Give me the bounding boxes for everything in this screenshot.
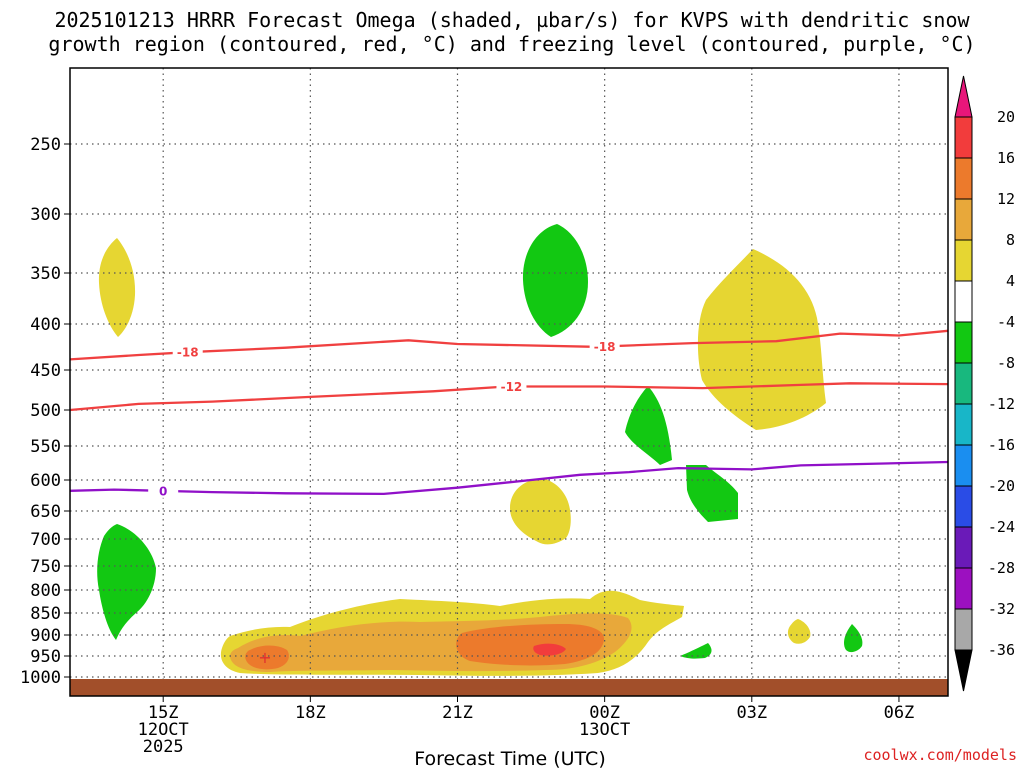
- colorbar-label: -8: [997, 354, 1015, 372]
- x-tick-label: 15Z: [148, 703, 179, 723]
- credit-text: coolwx.com/models: [863, 746, 1017, 764]
- colorbar-segment: [954, 362, 973, 405]
- contour-label: 0: [159, 484, 167, 498]
- colorbar-label: -32: [988, 600, 1015, 618]
- omega-max-marker: +: [258, 648, 271, 667]
- omega-area-12-to-16-lower-left: [245, 645, 289, 670]
- colorbar-label: 20: [997, 108, 1015, 126]
- colorbar-segment: [954, 444, 973, 487]
- omega-area-negative-small-far-right: [844, 624, 863, 653]
- x-tick-label: 18Z: [295, 703, 326, 723]
- colorbar-segment: [954, 567, 973, 610]
- chart-title-line-1: 2025101213 HRRR Forecast Omega (shaded, …: [54, 8, 970, 32]
- contour-lines: -18 -18 -12 0: [69, 329, 949, 498]
- contour-label: -18: [177, 346, 199, 360]
- colorbar-label: -4: [997, 313, 1015, 331]
- y-tick-label: 950: [30, 647, 61, 667]
- y-tick-label: 300: [30, 205, 61, 225]
- y-tick-label: 900: [30, 626, 61, 646]
- colorbar-segment: [954, 75, 973, 118]
- omega-area-16-plus: [533, 643, 566, 656]
- x-tick-label: 21Z: [442, 703, 473, 723]
- y-tick-label: 400: [30, 315, 61, 335]
- y-tick-label: 700: [30, 530, 61, 550]
- colorbar-segment: [954, 239, 973, 282]
- y-tick-label: 750: [30, 557, 61, 577]
- y-tick-label: 850: [30, 604, 61, 624]
- contour-label-bg: [589, 339, 620, 354]
- colorbar-label: -28: [988, 559, 1015, 577]
- colorbar: 20 16 12 8 4 -4 -8 -12 -16 -20 -24 -28 -32 -36: [954, 75, 1015, 692]
- colorbar-segment: [954, 198, 973, 241]
- chart-title-line-2: growth region (contoured, red, °C) and f…: [48, 32, 976, 56]
- colorbar-label: -12: [988, 395, 1015, 413]
- colorbar-label: -20: [988, 477, 1015, 495]
- x-tick-label: 03Z: [736, 703, 767, 723]
- colorbar-segment: [954, 526, 973, 569]
- plot-frame: [69, 67, 949, 697]
- colorbar-label: 12: [997, 190, 1015, 208]
- omega-area-negative-mid-right: [625, 386, 672, 465]
- x-tick-label: 2025: [143, 737, 184, 757]
- contour-line: [69, 460, 949, 496]
- y-tick-label: 600: [30, 471, 61, 491]
- y-tick-label: 500: [30, 401, 61, 421]
- y-tick-label: 450: [30, 361, 61, 381]
- colorbar-segment: [954, 608, 973, 651]
- omega-area-negative-upper-middle: [522, 224, 588, 337]
- colorbar-segment: [954, 157, 973, 200]
- contour-label: -12: [501, 380, 523, 394]
- colorbar-label: -24: [988, 518, 1015, 536]
- omega-area-12-to-16-lower-right: [456, 624, 605, 666]
- omega-area-negative-lower-right: [686, 465, 738, 522]
- colorbar-label: -36: [988, 641, 1015, 659]
- colorbar-label: -16: [988, 436, 1015, 454]
- contour-label: -18: [594, 340, 616, 354]
- colorbar-segment: [954, 403, 973, 446]
- contour-label-bg: [172, 345, 203, 360]
- colorbar-segment: [954, 321, 973, 364]
- colorbar-segment: [954, 280, 973, 323]
- y-tick-label: 550: [30, 437, 61, 457]
- x-axis-label: Forecast Time (UTC): [414, 748, 605, 768]
- colorbar-segment: [954, 649, 973, 692]
- omega-area-positive-small-right: [787, 619, 811, 644]
- y-tick-label: 250: [30, 135, 61, 155]
- colorbar-segment: [954, 116, 973, 159]
- y-tick-label: 800: [30, 581, 61, 601]
- grid-lines: [70, 68, 948, 679]
- omega-area-negative-lower-left: [97, 524, 156, 640]
- ground-fill: [70, 679, 948, 696]
- y-tick-label: 650: [30, 502, 61, 522]
- x-tick-label: 12OCT: [138, 720, 189, 740]
- y-tick-label: 1000: [20, 668, 61, 688]
- y-tick-label: 350: [30, 264, 61, 284]
- omega-area-positive-upper-left: [98, 238, 136, 337]
- x-tick-label: 13OCT: [579, 720, 630, 740]
- y-axis-ticks: 2503003504004505005506006507007508008509…: [20, 135, 70, 688]
- omega-area-negative-tiny: [680, 643, 712, 659]
- colorbar-label: 4: [1006, 272, 1015, 290]
- colorbar-label: 16: [997, 149, 1015, 167]
- omega-area-positive-mid-middle: [510, 478, 571, 545]
- colorbar-label: 8: [1006, 231, 1015, 249]
- contour-label-bg: [148, 483, 179, 498]
- contour-label-bg: [496, 379, 527, 394]
- colorbar-segment: [954, 485, 973, 528]
- x-tick-label: 00Z: [589, 703, 620, 723]
- x-tick-label: 06Z: [884, 703, 915, 723]
